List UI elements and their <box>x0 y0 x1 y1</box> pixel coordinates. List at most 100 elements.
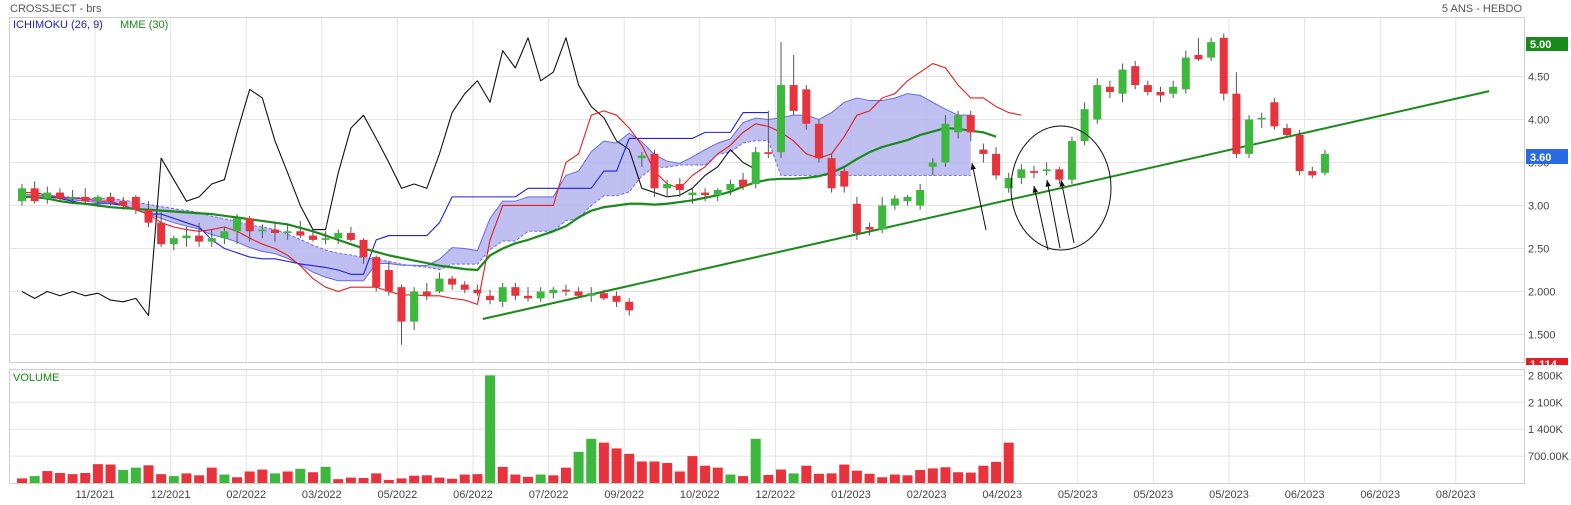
candle-up <box>549 289 558 294</box>
indicator-lines <box>21 37 1490 320</box>
candle-up <box>233 218 242 232</box>
volume-bar-down <box>447 478 458 483</box>
volume-bar-up <box>168 476 179 483</box>
candle-down <box>764 152 773 154</box>
volume-bar-down <box>54 473 65 483</box>
price-tag-last-label: 3.60 <box>1530 152 1551 164</box>
price-tag-high: 5.00 <box>1526 37 1568 51</box>
volume-bar-down <box>560 467 571 483</box>
candle-down <box>966 115 975 133</box>
candle-down <box>106 196 115 202</box>
candle-down <box>852 203 861 233</box>
volume-bar-down <box>953 472 964 483</box>
candle-down <box>1232 93 1241 154</box>
price-y-tick-label: 4.00 <box>1528 114 1549 126</box>
candle-down <box>599 293 608 299</box>
candle-up <box>954 115 963 133</box>
volume-bar-up <box>320 466 331 483</box>
volume-bar-down <box>409 475 420 483</box>
candle-up <box>1245 119 1254 154</box>
candle-up <box>1080 109 1089 141</box>
volume-bar-down <box>17 478 27 483</box>
volume-bar-down <box>687 456 698 483</box>
candle-down <box>511 287 520 296</box>
x-tick-label: 12/2022 <box>756 489 796 501</box>
candle-down <box>119 201 128 206</box>
volume-bar-down <box>611 448 622 483</box>
candle-up <box>890 198 899 206</box>
volume-bar-down <box>232 477 243 483</box>
price-y-tick-label: 3.00 <box>1528 200 1549 212</box>
candle-down <box>245 218 254 232</box>
candle-up <box>928 162 937 167</box>
volume-bar-down <box>371 473 382 483</box>
volume-bars <box>17 375 1014 483</box>
candle-up <box>498 287 507 302</box>
volume-bar-down <box>826 473 837 483</box>
candle-down <box>827 158 836 189</box>
x-tick-label: 08/2023 <box>1436 489 1476 501</box>
candle-down <box>1055 169 1064 180</box>
annotation-arrow <box>1046 179 1061 249</box>
candle-down <box>574 291 583 296</box>
candle-up <box>18 188 26 202</box>
candle-down <box>55 192 64 199</box>
volume-bar-down <box>839 464 850 483</box>
candle-up <box>1017 169 1026 178</box>
candle-up <box>283 231 292 233</box>
volume-bar-up <box>750 438 761 483</box>
candle-down <box>840 171 849 187</box>
x-tick-label: 01/2023 <box>831 489 871 501</box>
annotation-arrowhead <box>1059 180 1065 187</box>
volume-bar-down <box>421 475 432 483</box>
candle-down <box>384 269 393 292</box>
cloud-fill <box>22 93 971 281</box>
price-tag-low: 1.114 <box>1526 358 1568 371</box>
volume-bar-down <box>459 474 470 483</box>
volume-bar-down <box>674 471 685 483</box>
candle-up <box>169 238 178 245</box>
volume-bar-down <box>801 465 812 483</box>
candle-down <box>448 278 457 285</box>
x-tick-label: 05/2023 <box>1134 489 1174 501</box>
candle-down <box>1283 128 1291 135</box>
tenkan-line <box>22 63 1022 305</box>
candle-down <box>1131 66 1140 86</box>
volume-bar-down <box>915 469 926 483</box>
volume-bar-down <box>434 477 445 483</box>
x-tick-label: 11/2021 <box>76 489 115 501</box>
candle-down <box>739 179 748 187</box>
volume-bar-down <box>813 473 824 483</box>
candle-up <box>410 291 419 322</box>
candle-down <box>422 291 431 296</box>
volume-bar-down <box>282 471 293 483</box>
volume-bar-up <box>725 474 736 483</box>
candle-down <box>144 209 153 223</box>
annotation-arrowhead <box>970 163 976 170</box>
volume-panel-frame <box>9 369 1525 484</box>
price-tag-low-label: 1.114 <box>1530 359 1558 371</box>
x-tick-label: 05/2023 <box>1209 489 1249 501</box>
candle-down <box>1295 134 1304 172</box>
x-tick-label: 09/2022 <box>604 489 644 501</box>
volume-bar-down <box>877 477 888 483</box>
volume-bar-up <box>485 375 496 483</box>
x-tick-label: 12/2021 <box>151 489 191 501</box>
volume-y-tick-label: 700.00K <box>1528 451 1570 463</box>
volume-bar-down <box>143 465 154 483</box>
candle-up <box>637 155 646 159</box>
candle-up <box>878 205 887 230</box>
candle-down <box>625 301 634 311</box>
candle-down <box>296 231 305 236</box>
candle-up <box>182 235 191 239</box>
volume-bar-down <box>156 474 167 483</box>
volume-bar-down <box>1003 442 1014 483</box>
volume-bar-down <box>978 465 989 483</box>
chart-title: CROSSJECT - brs <box>10 3 102 15</box>
volume-bar-down <box>700 465 711 483</box>
volume-bar-down <box>965 472 976 483</box>
candle-down <box>979 149 988 154</box>
price-y-tick-label: 2.50 <box>1528 243 1549 255</box>
